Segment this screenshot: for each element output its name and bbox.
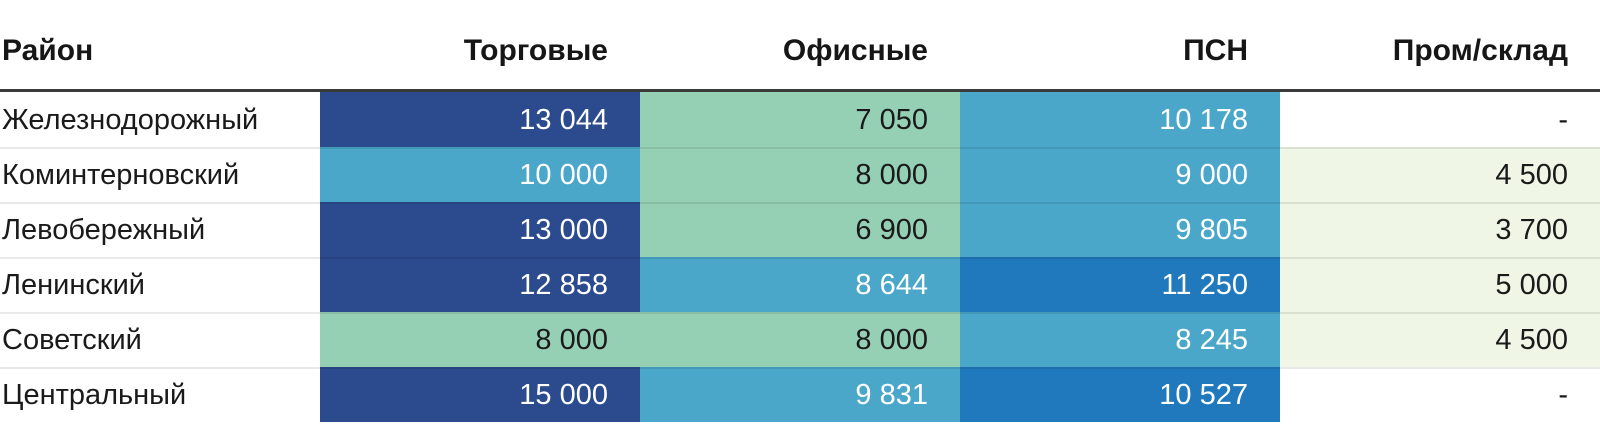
cell-office: 8 000 [640,312,960,367]
cell-retail: 15 000 [320,367,640,422]
row-label: Коминтерновский [0,147,320,202]
cell-industrial: - [1280,367,1600,422]
cell-retail: 12 858 [320,257,640,312]
cell-office: 8 000 [640,147,960,202]
cell-industrial: - [1280,92,1600,147]
cell-psn: 10 178 [960,92,1280,147]
table-row: Ленинский 12 858 8 644 11 250 5 000 [0,257,1600,312]
cell-retail: 8 000 [320,312,640,367]
table: Район Торговые Офисные ПСН Пром/склад Же… [0,0,1600,422]
cell-retail: 13 044 [320,92,640,147]
cell-retail: 10 000 [320,147,640,202]
column-header-psn: ПСН [1183,34,1248,67]
column-header-industrial: Пром/склад [1392,34,1568,67]
cell-office: 8 644 [640,257,960,312]
row-label: Левобережный [0,202,320,257]
cell-industrial: 4 500 [1280,312,1600,367]
column-header-district: Район [2,34,94,67]
row-label: Советский [0,312,320,367]
column-header-retail: Торговые [463,34,608,67]
header-row: Район Торговые Офисные ПСН Пром/склад [0,0,1600,92]
table-row: Левобережный 13 000 6 900 9 805 3 700 [0,202,1600,257]
cell-psn: 8 245 [960,312,1280,367]
cell-industrial: 4 500 [1280,147,1600,202]
cell-office: 7 050 [640,92,960,147]
table-row: Центральный 15 000 9 831 10 527 - [0,367,1600,422]
cell-psn: 11 250 [960,257,1280,312]
cell-industrial: 3 700 [1280,202,1600,257]
row-label: Железнодорожный [0,92,320,147]
cell-retail: 13 000 [320,202,640,257]
row-label: Центральный [0,367,320,422]
table-row: Советский 8 000 8 000 8 245 4 500 [0,312,1600,367]
cell-psn: 10 527 [960,367,1280,422]
cell-office: 9 831 [640,367,960,422]
table-row: Коминтерновский 10 000 8 000 9 000 4 500 [0,147,1600,202]
row-label: Ленинский [0,257,320,312]
cell-psn: 9 805 [960,202,1280,257]
table-row: Железнодорожный 13 044 7 050 10 178 - [0,92,1600,147]
cell-psn: 9 000 [960,147,1280,202]
cell-industrial: 5 000 [1280,257,1600,312]
cell-office: 6 900 [640,202,960,257]
column-header-office: Офисные [782,34,928,67]
